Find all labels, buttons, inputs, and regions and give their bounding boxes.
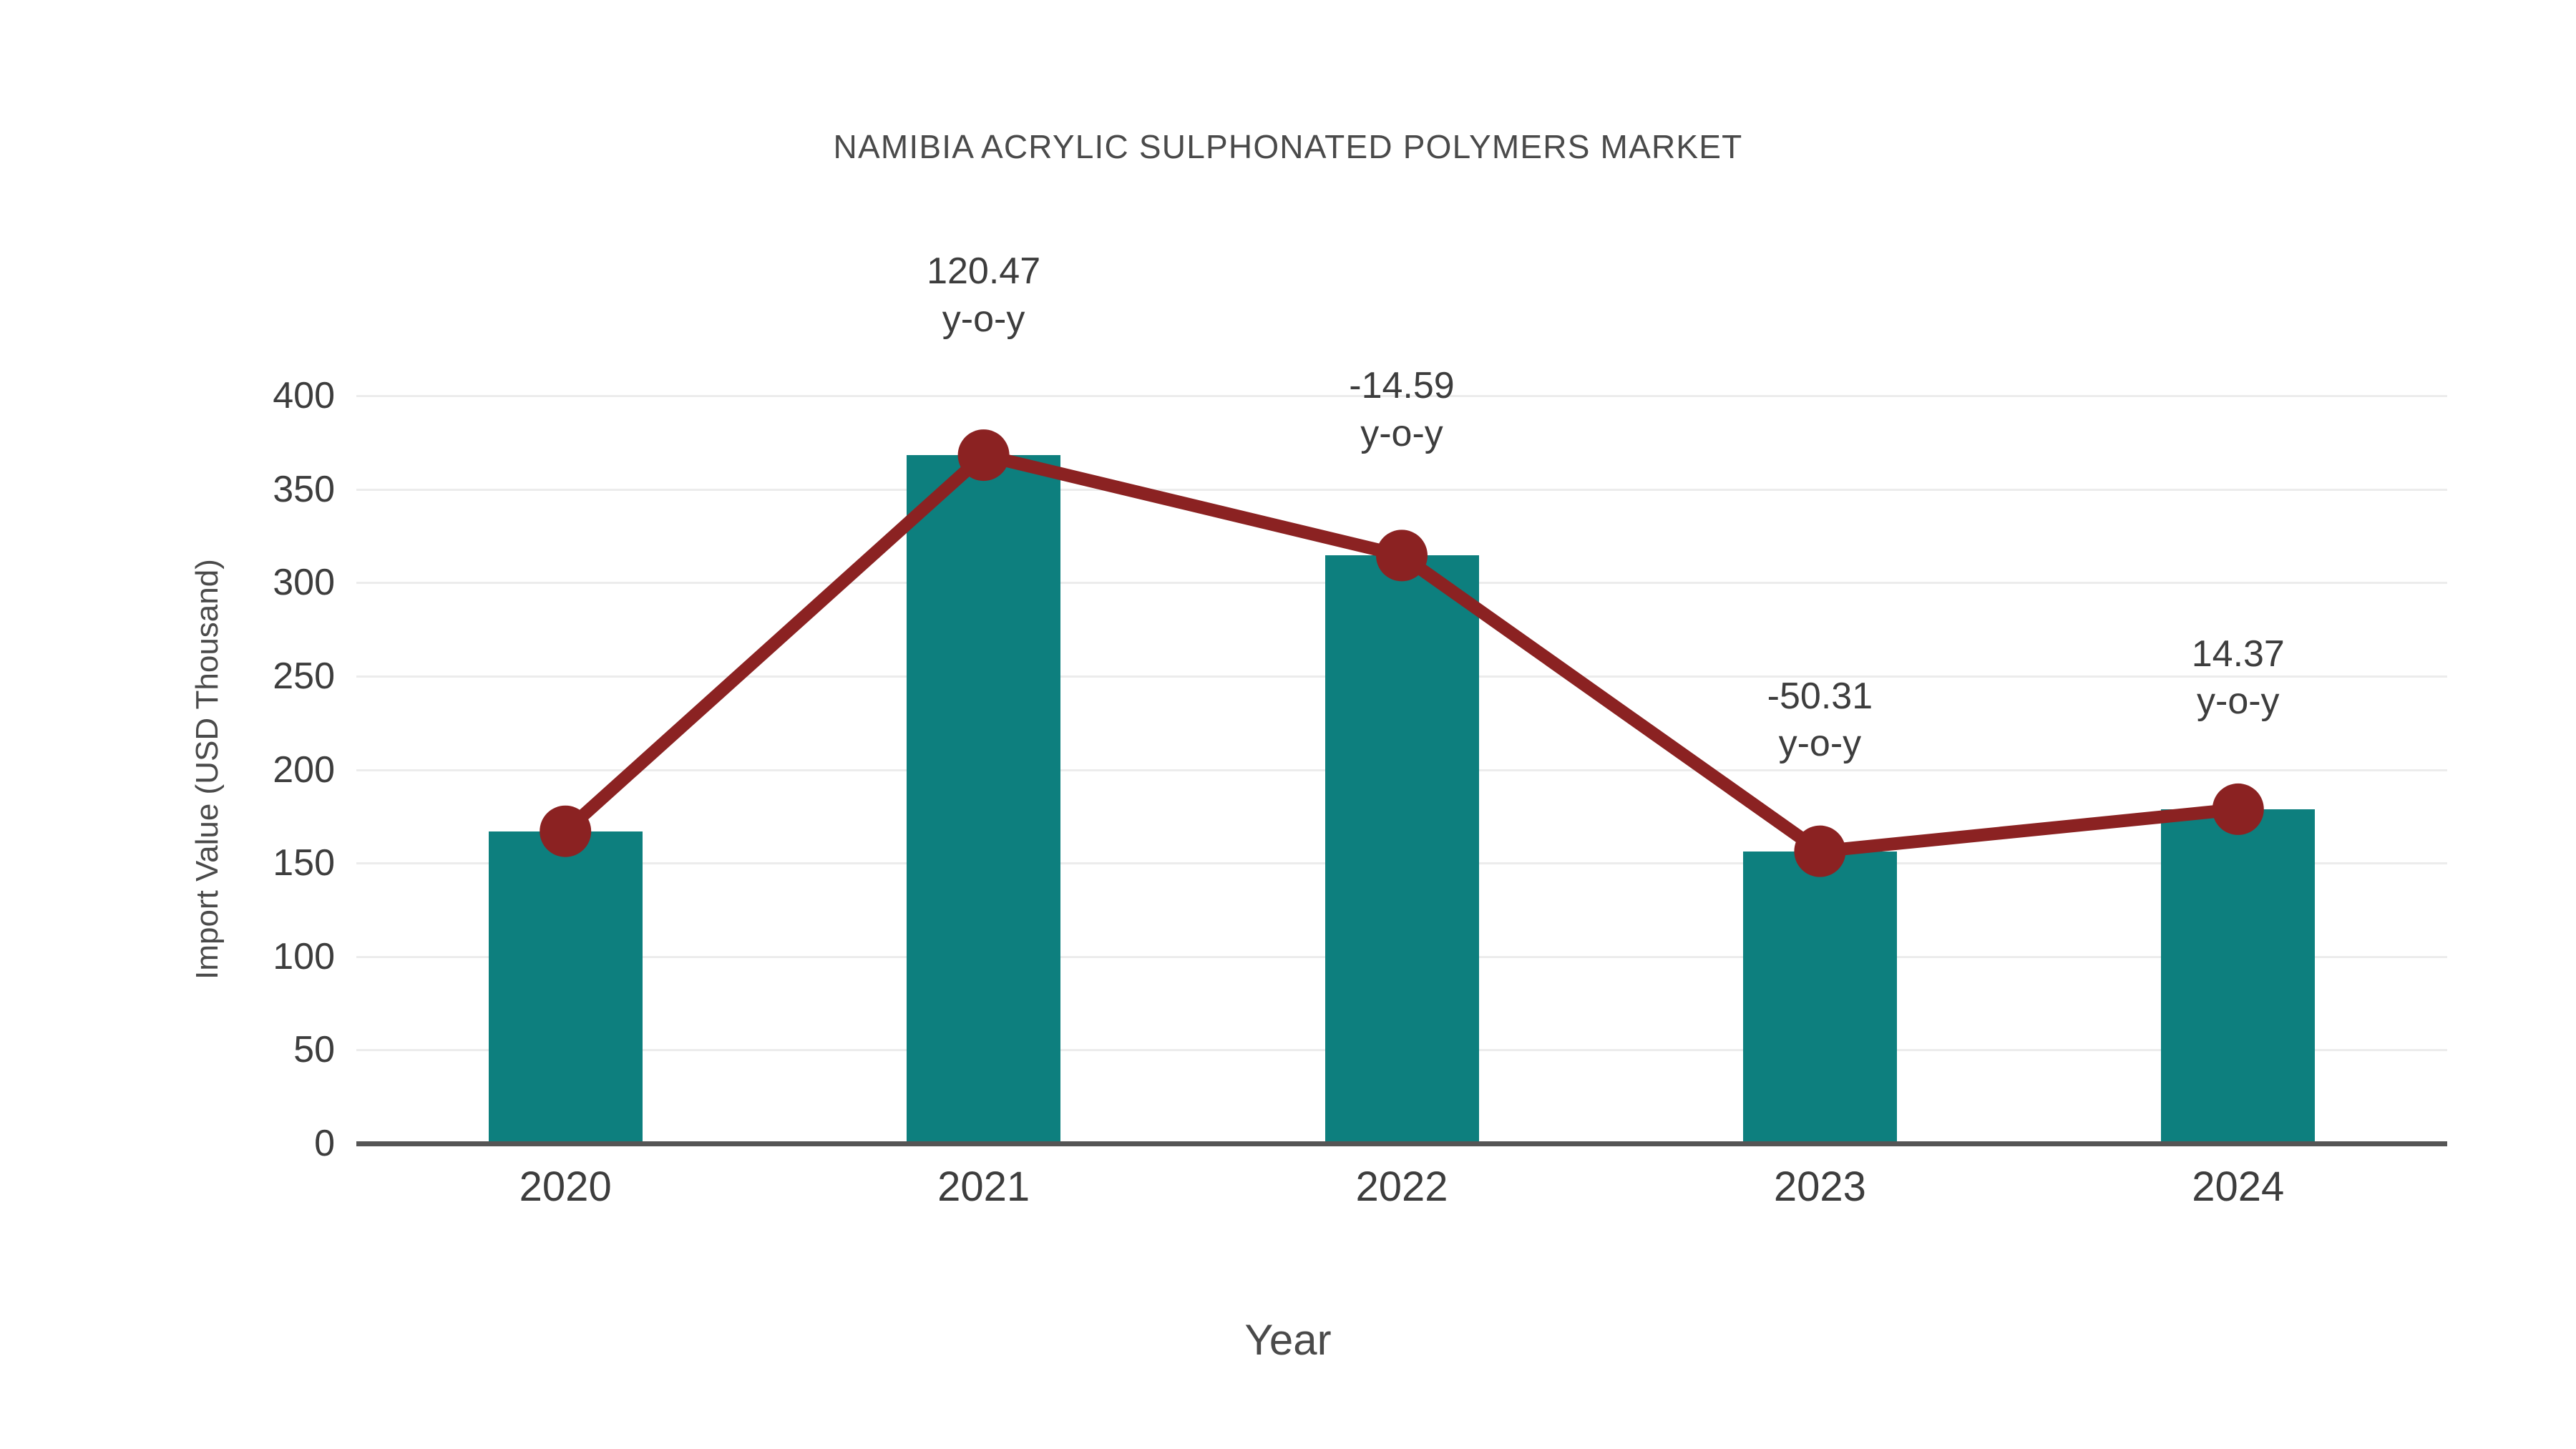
x-axis-tick-label-2020: 2020 (519, 1163, 612, 1210)
yoy-unit: y-o-y (2197, 680, 2280, 723)
bar-2020[interactable] (488, 831, 643, 1143)
chart-title: NAMIBIA ACRYLIC SULPHONATED POLYMERS MAR… (833, 128, 1743, 165)
yoy-unit: y-o-y (1360, 412, 1443, 454)
y-axis-tick-label: 350 (273, 468, 335, 510)
y-axis-tick-label: 100 (273, 935, 335, 977)
bar-2023[interactable] (1742, 851, 1897, 1143)
x-axis-tick-label-2021: 2021 (937, 1163, 1030, 1210)
yoy-annotation-2022: -14.59 y-o-y (1349, 362, 1454, 457)
y-axis-tick-label: 0 (314, 1123, 335, 1164)
yoy-annotation-2021: 120.47 y-o-y (927, 248, 1040, 343)
y-axis-title: Import Value (USD Thousand) (190, 559, 225, 980)
y-axis-tick-label: 250 (273, 655, 335, 697)
yoy-unit: y-o-y (942, 298, 1025, 340)
x-axis-line (356, 1141, 2447, 1146)
yoy-annotation-2023: -50.31 y-o-y (1767, 673, 1873, 768)
x-axis-tick-label-2023: 2023 (1773, 1163, 1866, 1210)
yoy-value: 14.37 (2191, 633, 2285, 675)
x-axis-title: Year (1244, 1316, 1332, 1364)
yoy-value: -14.59 (1349, 365, 1455, 407)
y-axis-tick-label: 300 (273, 562, 335, 604)
x-axis-tick-label-2022: 2022 (1355, 1163, 1448, 1210)
yoy-annotation-2024: 14.37 y-o-y (2192, 630, 2285, 726)
y-axis-tick-label: 400 (273, 375, 335, 416)
bar-2022[interactable] (1324, 555, 1479, 1143)
y-axis-tick-label: 200 (273, 748, 335, 791)
gridline (356, 488, 2447, 491)
bar-2024[interactable] (2161, 809, 2316, 1143)
x-axis-tick-label-2024: 2024 (2192, 1163, 2285, 1210)
bar-2021[interactable] (907, 455, 1061, 1143)
y-axis-tick-label: 50 (293, 1029, 335, 1071)
yoy-unit: y-o-y (1778, 723, 1862, 765)
gridline (356, 395, 2447, 397)
yoy-value: 120.47 (927, 250, 1041, 293)
yoy-value: -50.31 (1767, 675, 1873, 717)
y-axis-tick-label: 150 (273, 842, 335, 884)
